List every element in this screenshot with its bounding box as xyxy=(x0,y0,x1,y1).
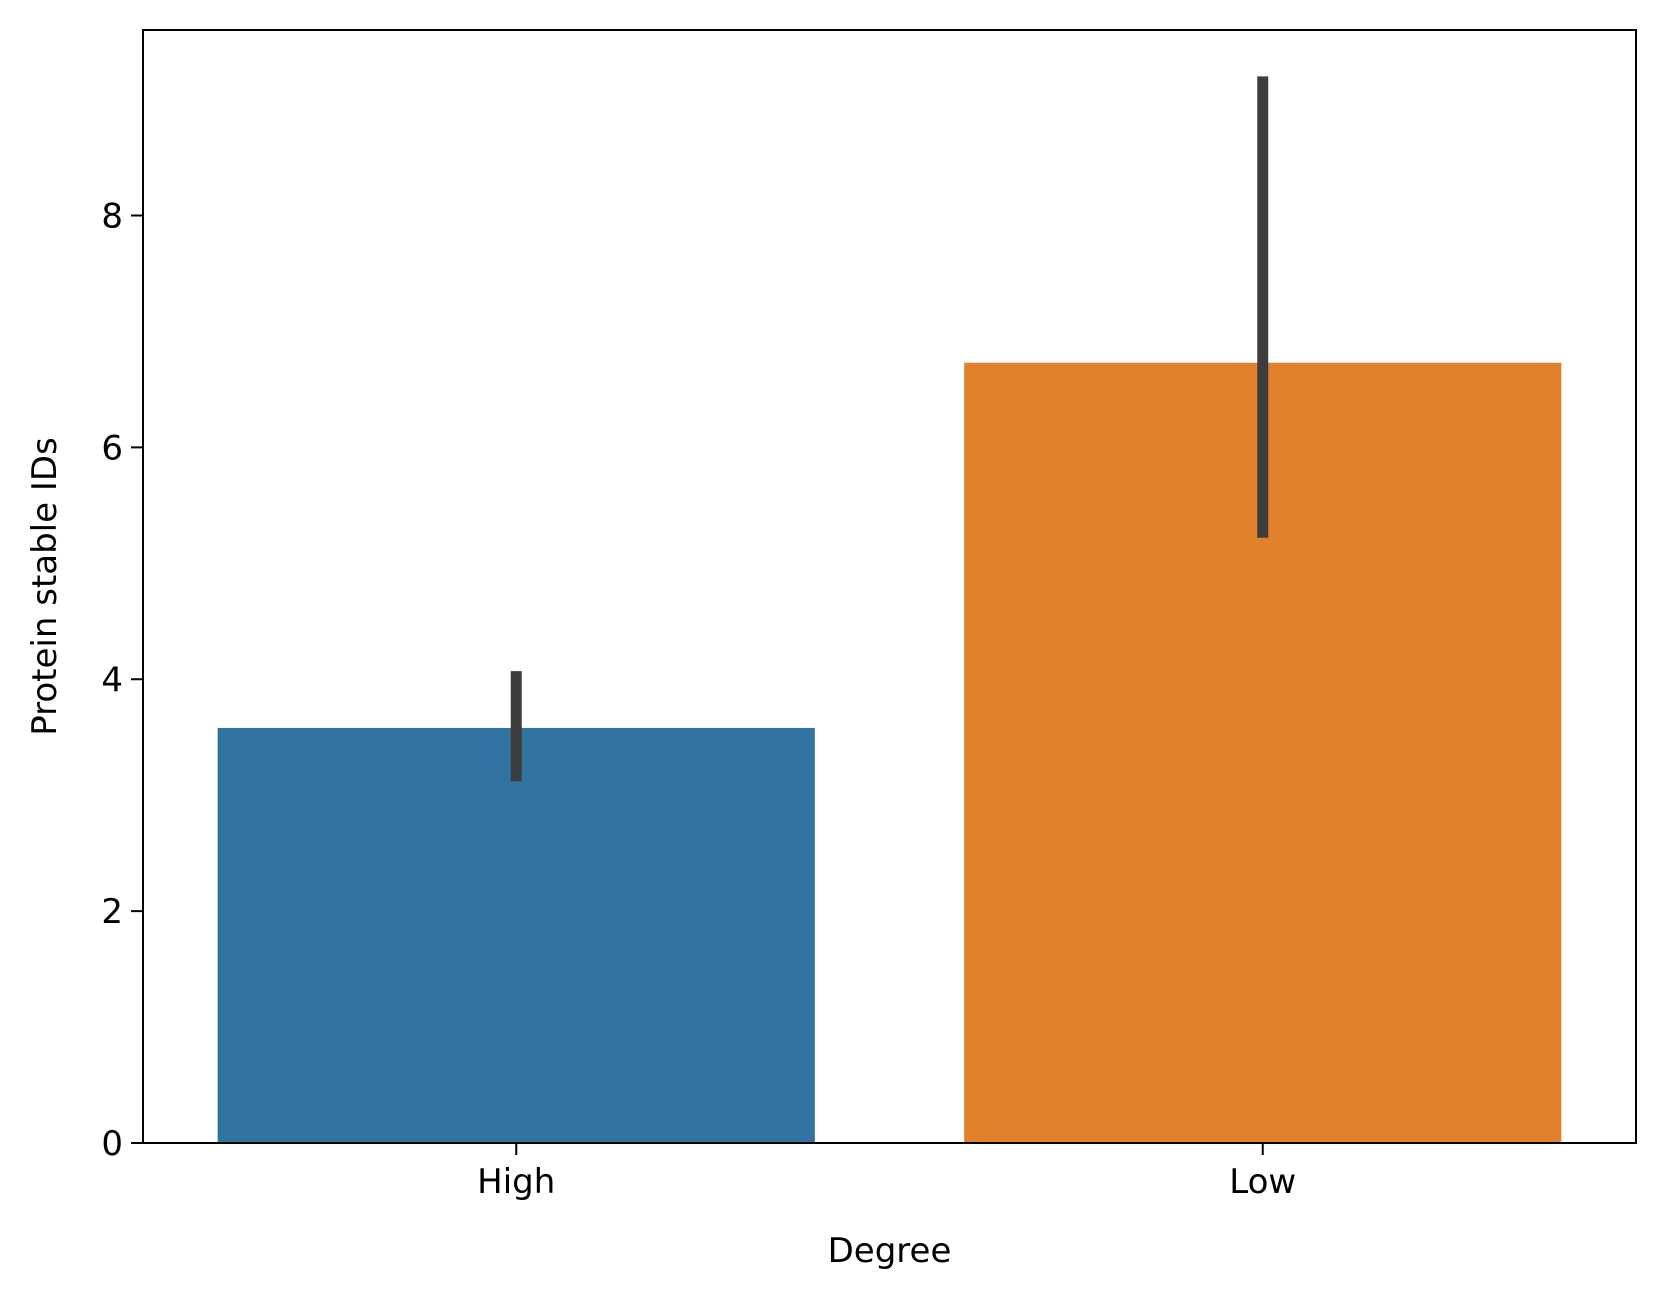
x-tick-label-low: Low xyxy=(1229,1162,1296,1202)
y-axis-label: Protein stable IDs xyxy=(25,437,65,736)
plot-frame xyxy=(142,29,1637,1144)
bars-layer xyxy=(217,362,1562,1144)
x-axis-label: Degree xyxy=(828,1231,952,1271)
y-tick-label: 2 xyxy=(101,892,123,932)
bar-high xyxy=(217,727,815,1143)
y-axis: 0 2 4 6 8 xyxy=(101,197,143,1164)
y-tick-label: 8 xyxy=(101,197,123,237)
x-tick-label-high: High xyxy=(477,1162,555,1202)
y-tick-label: 6 xyxy=(101,428,123,468)
x-axis: High Low xyxy=(477,1143,1296,1202)
y-tick-label: 0 xyxy=(101,1124,123,1164)
error-bars-layer xyxy=(510,76,1269,782)
y-tick-label: 4 xyxy=(101,660,123,700)
